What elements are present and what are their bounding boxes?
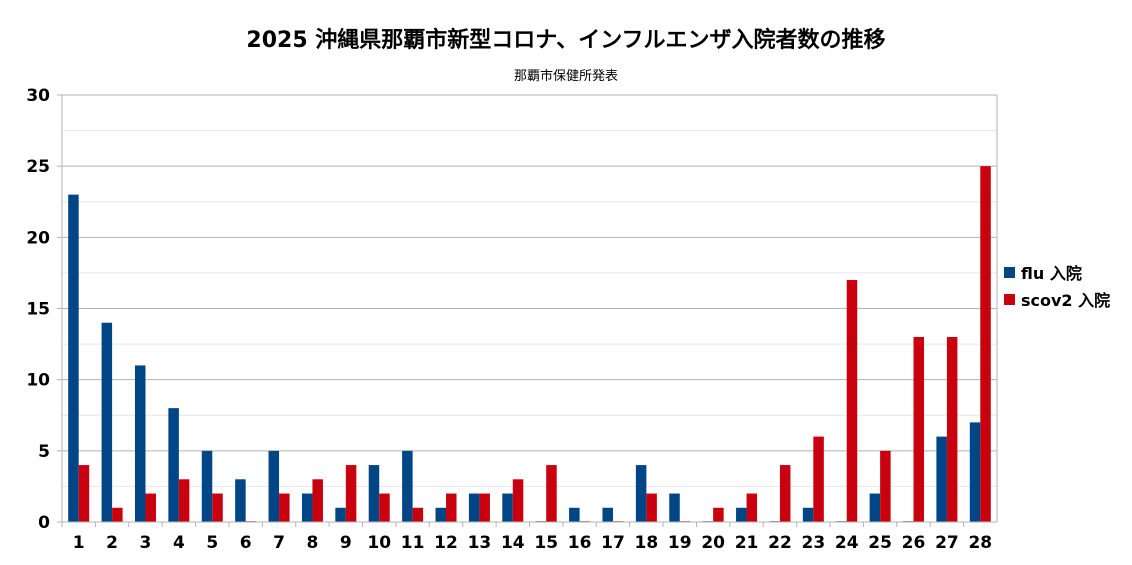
x-tick-label: 2 [106, 533, 118, 553]
chart-subtitle: 那覇市保健所発表 [513, 69, 618, 84]
bar-flu-4 [168, 408, 179, 522]
y-tick-label: 10 [26, 371, 50, 391]
x-tick-label: 6 [240, 533, 252, 553]
y-tick-label: 5 [38, 442, 50, 462]
x-tick-label: 14 [501, 533, 525, 553]
bar-flu-11 [402, 450, 413, 522]
bar-flu-1 [68, 194, 79, 522]
x-tick-label: 13 [468, 533, 492, 553]
bar-flu-27 [936, 436, 947, 522]
x-tick-label: 20 [701, 533, 725, 553]
x-tick-label: 18 [635, 533, 659, 553]
bar-scov2-26 [913, 336, 925, 522]
bar-flu-19 [669, 493, 680, 522]
y-tick-label: 25 [26, 157, 50, 177]
bar-scov2-3 [145, 493, 156, 522]
bar-scov2-4 [178, 479, 190, 522]
x-tick-label: 21 [735, 533, 759, 553]
bar-scov2-12 [446, 493, 457, 522]
bar-scov2-25 [880, 450, 891, 522]
bar-flu-7 [268, 450, 280, 522]
x-tick-label: 7 [273, 533, 285, 553]
bar-scov2-14 [512, 479, 524, 522]
x-tick-label: 12 [434, 533, 458, 553]
bar-scov2-28 [980, 166, 991, 522]
bar-scov2-18 [646, 493, 657, 522]
y-tick-label: 20 [26, 228, 50, 248]
bar-scov2-20 [713, 507, 724, 522]
bar-scov2-24 [846, 280, 858, 522]
bar-scov2-8 [312, 479, 323, 522]
x-tick-label: 25 [868, 533, 892, 553]
x-tick-label: 28 [968, 533, 992, 553]
bar-flu-10 [368, 465, 380, 522]
bar-flu-21 [736, 507, 747, 522]
x-tick-label: 4 [173, 533, 185, 553]
x-tick-label: 8 [307, 533, 319, 553]
bar-flu-3 [134, 365, 146, 522]
bar-flu-23 [802, 507, 814, 522]
y-tick-label: 0 [38, 513, 50, 533]
bar-scov2-27 [946, 336, 958, 522]
x-tick-label: 24 [835, 533, 859, 553]
bar-scov2-5 [212, 493, 223, 522]
bar-flu-16 [569, 507, 580, 522]
bar-flu-14 [502, 493, 513, 522]
bar-flu-28 [969, 422, 981, 522]
y-tick-label: 15 [26, 300, 50, 320]
x-tick-label: 10 [367, 533, 391, 553]
bar-scov2-7 [279, 493, 290, 522]
bar-flu-2 [101, 322, 113, 522]
x-tick-label: 1 [73, 533, 85, 553]
x-tick-label: 11 [401, 533, 425, 553]
bar-flu-6 [235, 479, 246, 522]
x-tick-label: 5 [206, 533, 218, 553]
bar-flu-12 [435, 507, 447, 522]
bar-scov2-23 [813, 436, 824, 522]
bar-scov2-22 [779, 465, 791, 522]
y-tick-label: 30 [26, 86, 50, 106]
bar-flu-9 [335, 507, 346, 522]
bar-flu-8 [301, 493, 313, 522]
x-tick-label: 22 [768, 533, 792, 553]
bar-scov2-11 [412, 507, 424, 522]
x-tick-label: 16 [568, 533, 592, 553]
bar-flu-25 [869, 493, 881, 522]
bar-flu-17 [602, 507, 613, 522]
legend-swatch-flu [1004, 266, 1015, 278]
x-tick-label: 23 [802, 533, 826, 553]
legend-label-flu: flu 入院 [1021, 264, 1082, 283]
bar-scov2-10 [379, 493, 390, 522]
x-tick-label: 15 [534, 533, 558, 553]
legend-item-flu: flu 入院 [1004, 260, 1082, 284]
bar-scov2-2 [112, 507, 123, 522]
bar-scov2-9 [345, 465, 357, 522]
legend-item-scov2: scov2 入院 [1004, 287, 1110, 311]
legend-swatch-scov2 [1004, 293, 1015, 305]
x-tick-label: 3 [140, 533, 152, 553]
x-tick-label: 17 [601, 533, 625, 553]
legend-label-scov2: scov2 入院 [1021, 291, 1111, 310]
bar-scov2-21 [746, 493, 758, 522]
bar-flu-18 [635, 465, 647, 522]
x-tick-label: 26 [902, 533, 926, 553]
x-tick-label: 19 [668, 533, 692, 553]
bar-flu-13 [468, 493, 480, 522]
x-tick-label: 9 [340, 533, 352, 553]
bar-scov2-15 [546, 465, 557, 522]
x-tick-label: 27 [935, 533, 959, 553]
bar-flu-5 [201, 450, 213, 522]
bar-scov2-13 [479, 493, 490, 522]
chart-title: 2025 沖縄県那覇市新型コロナ、インフルエンザ入院者数の推移 [246, 28, 886, 53]
bar-scov2-1 [78, 465, 90, 522]
